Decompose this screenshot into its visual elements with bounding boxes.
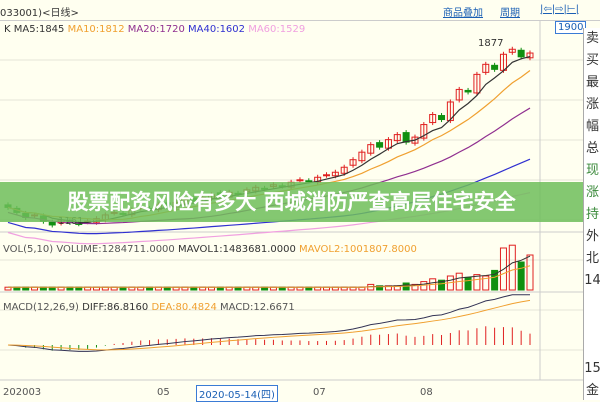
volume-bar <box>491 269 499 291</box>
period-link[interactable]: 周期 <box>500 8 520 19</box>
volume-bar <box>473 274 481 291</box>
candle <box>323 174 331 177</box>
selected-date: 2020-05-14(四) <box>196 385 278 402</box>
date-07: 07 <box>313 387 326 398</box>
volume-value: VOLUME:1284711.0000 <box>56 244 175 255</box>
dea-line <box>7 299 531 351</box>
overlay-link[interactable]: 商品叠加 <box>443 8 483 19</box>
sidebar-item: 北 <box>585 251 599 266</box>
volume-legend: VOL(5,10) VOLUME:1284711.0000 MAVOL1:148… <box>3 244 417 255</box>
sidebar-item: 现 <box>585 163 599 178</box>
sidebar-item: 15 <box>584 361 600 376</box>
candle <box>429 114 437 124</box>
candle <box>420 124 428 139</box>
ma5-label: MA5:1845 <box>13 24 65 35</box>
headline-banner: 股票配资风险有多大 西城消防严查高层住宅安全 <box>0 182 583 222</box>
candle <box>331 171 339 177</box>
nav-buttons[interactable]: |⇦|⇨|⊢| <box>540 4 579 15</box>
candle <box>305 180 313 183</box>
ma10-label: MA10:1812 <box>67 24 125 35</box>
candle <box>376 142 384 148</box>
price-axis-top: 1900 <box>555 21 587 34</box>
quote-sidebar: 卖买最涨幅总现涨持外北 14 15 金 <box>583 28 600 400</box>
candle <box>491 64 499 70</box>
candle <box>367 144 375 154</box>
candle <box>526 52 534 59</box>
date-05: 05 <box>157 387 170 398</box>
candle <box>508 48 516 53</box>
sidebar-item: 最 <box>585 75 599 90</box>
stock-code: 033001)<日线> <box>0 8 79 19</box>
macd-legend: MACD(12,26,9) DIFF:86.8160 DEA:80.4824 M… <box>3 302 295 313</box>
candle <box>340 166 348 174</box>
diff-value: DIFF:86.8160 <box>82 302 149 313</box>
candle <box>473 73 481 94</box>
candle <box>393 134 401 142</box>
candle <box>349 159 357 166</box>
sidebar-item: 持 <box>585 207 599 222</box>
candle <box>455 88 463 101</box>
sidebar-item: 涨 <box>585 185 599 200</box>
sidebar-item: 买 <box>585 53 599 68</box>
dea-value: DEA:80.4824 <box>151 302 217 313</box>
sidebar-item: 14 <box>584 273 600 288</box>
sidebar-item: 总 <box>585 141 599 156</box>
candle <box>446 101 454 122</box>
sidebar-item <box>584 314 600 336</box>
volume-bar <box>438 279 446 291</box>
ma-legend: K MA5:1845 MA10:1812 MA20:1720 MA40:1602… <box>4 24 305 35</box>
volume-bar <box>508 244 516 291</box>
sidebar-item <box>584 292 600 314</box>
top-bar: 033001)<日线> 商品叠加 周期 |⇦|⇨|⊢| <box>0 0 600 21</box>
sidebar-item: 金 <box>585 383 599 398</box>
mavol-line <box>8 265 531 288</box>
volume-bar <box>376 285 384 291</box>
candle <box>358 151 366 162</box>
candle <box>464 89 472 93</box>
ma60-label: MA60:1529 <box>248 24 306 35</box>
candle <box>517 49 525 58</box>
candle <box>482 63 490 73</box>
ma40-label: MA40:1602 <box>188 24 246 35</box>
high-label: 1877 <box>478 38 504 49</box>
sidebar-item: 涨 <box>585 97 599 112</box>
volume-bar <box>482 275 490 291</box>
sidebar-item: 幅 <box>585 119 599 134</box>
candle <box>48 221 56 226</box>
vol-title: VOL(5,10) <box>3 244 54 255</box>
sidebar-item: 卖 <box>585 31 599 46</box>
candle <box>296 179 304 182</box>
volume-bar <box>411 283 419 291</box>
diff-line <box>7 294 531 352</box>
volume-bar <box>464 276 472 291</box>
ma20-label: MA20:1720 <box>127 24 185 35</box>
candle <box>438 115 446 121</box>
mavol1-value: MAVOL1:1483681.0000 <box>177 244 296 255</box>
sidebar-item: 外 <box>585 229 599 244</box>
sidebar-item <box>584 336 600 358</box>
volume-bar <box>517 261 525 291</box>
date-start: 202003 <box>3 387 42 398</box>
volume-bar <box>499 247 507 291</box>
volume-bar <box>526 254 534 291</box>
macd-value: MACD:12.6671 <box>220 302 295 313</box>
date-08: 08 <box>420 387 433 398</box>
mavol2-value: MAVOL2:1001807.8000 <box>299 244 417 255</box>
k-label: K <box>4 24 11 35</box>
macd-title: MACD(12,26,9) <box>3 302 79 313</box>
